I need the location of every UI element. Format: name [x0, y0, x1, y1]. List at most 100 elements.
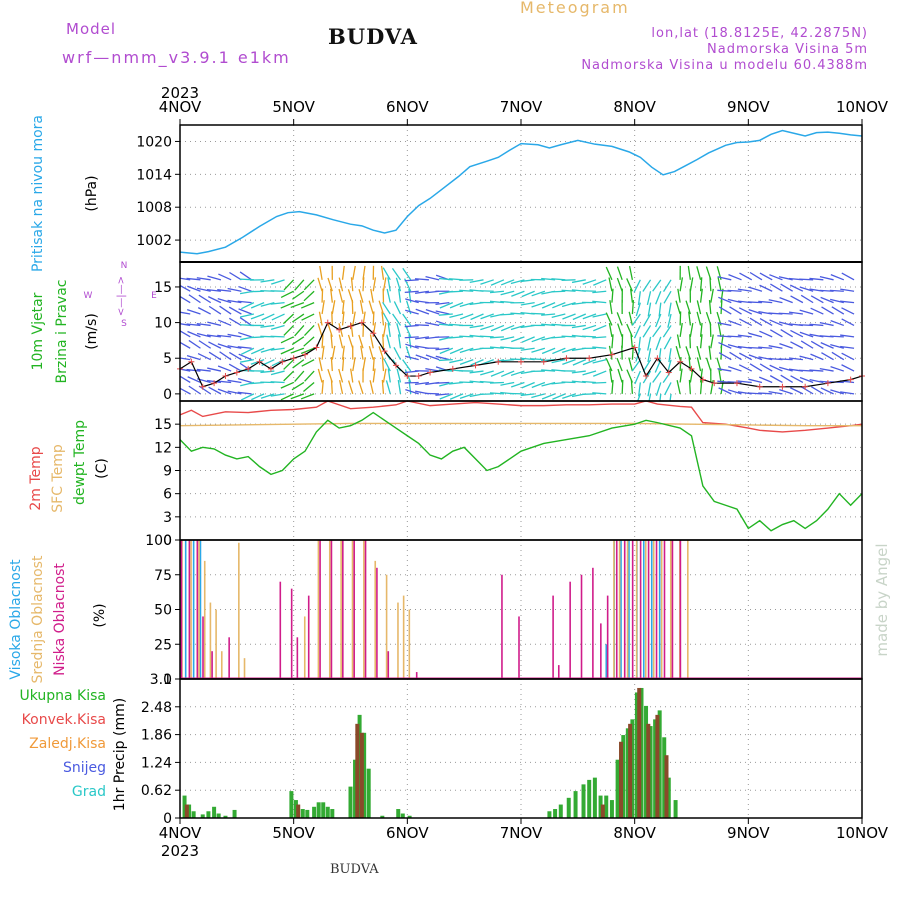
wind-gust-marker	[847, 376, 854, 383]
wind-arrow	[321, 379, 324, 394]
wind-arrow	[552, 302, 566, 309]
wind-arrow	[718, 341, 732, 349]
wind-arrow	[330, 357, 333, 372]
wind-arrow	[759, 376, 773, 384]
precip-total-bar	[666, 777, 671, 818]
wind-arrow	[647, 382, 652, 397]
wind-gust-marker	[824, 380, 831, 387]
wind-arrow	[738, 307, 753, 315]
wind-arrow	[435, 347, 450, 351]
wind-arrow	[809, 369, 824, 372]
wind-arrow	[510, 358, 525, 361]
wind-arrow	[779, 366, 793, 372]
wind-gust-marker	[688, 365, 695, 372]
precip-total-bar	[648, 726, 653, 818]
wind-arrow	[347, 289, 354, 303]
wind-arrow	[500, 279, 515, 286]
wind-gust-marker	[302, 351, 309, 358]
wind-arrow	[500, 381, 515, 386]
wind-arrow	[347, 334, 354, 349]
wind-arrow	[562, 313, 576, 320]
marks-layer	[177, 129, 865, 818]
wind-arrow	[280, 347, 294, 355]
wind-ylabel-sub: Brzina i Pravac	[54, 280, 70, 384]
wind-arrow	[227, 390, 242, 395]
wind-arrow	[593, 279, 607, 286]
wind-arrow	[217, 343, 232, 349]
wind-arrow	[425, 354, 440, 361]
wind-arrow	[667, 313, 672, 328]
wind-arrow	[439, 393, 454, 400]
precip-total-bar	[232, 809, 237, 818]
wind-arrow	[186, 277, 201, 281]
wind-arrow	[229, 351, 242, 361]
wind-arrow	[271, 313, 285, 321]
wind-gust-marker	[449, 365, 456, 372]
wind-arrow	[188, 339, 201, 349]
cloud-tick-label: 0	[163, 672, 172, 688]
wind-arrow	[510, 312, 525, 315]
wind-arrow	[637, 382, 641, 397]
wind-arrow	[352, 311, 356, 326]
wind-arrow	[459, 302, 474, 308]
wind-arrow	[652, 370, 662, 383]
wind-gust-marker	[313, 344, 320, 351]
wind-gust-marker	[756, 383, 763, 390]
wind-arrow	[609, 368, 613, 383]
wind-arrow	[280, 290, 294, 299]
wind-gust-marker	[370, 330, 377, 337]
compass-w: W	[84, 291, 93, 301]
wind-arrow	[768, 391, 783, 395]
wind-arrow	[435, 381, 450, 384]
wind-arrow	[415, 354, 430, 361]
wind-arrow	[790, 387, 804, 395]
label-layer: 1002 1008 1014 1020 0 5 10 15 0 3 6 9 12 15 0 25 50 75 100…	[8, 84, 891, 860]
wind-arrow	[186, 323, 201, 327]
wind-gust-marker	[654, 355, 661, 362]
wind-arrow	[531, 336, 546, 343]
wind-gust-marker	[472, 362, 479, 369]
wind-arrow	[562, 359, 576, 365]
legend-grad: Grad	[72, 784, 106, 800]
precip-convective-bar	[664, 755, 669, 818]
wind-arrow	[358, 334, 364, 349]
wind-arrow	[196, 287, 211, 292]
wind-arrow	[626, 369, 633, 383]
wind-arrow	[677, 288, 681, 303]
wind-arrow	[705, 311, 712, 326]
wind-arrow	[617, 323, 623, 338]
wind-gust-marker	[802, 383, 809, 390]
time-label-top: 5NOV	[272, 98, 315, 116]
wind-arrow	[405, 309, 419, 315]
wind-arrow	[668, 302, 672, 317]
precip-total-bar	[182, 795, 187, 818]
wind-arrow	[338, 334, 344, 349]
wind-arrow	[830, 389, 844, 395]
wind-arrow	[790, 284, 804, 292]
wind-arrow	[180, 311, 191, 315]
wind-arrow	[689, 277, 694, 292]
wind-arrow	[352, 265, 356, 280]
wind-arrow	[768, 345, 783, 349]
wind-arrow	[810, 386, 824, 395]
wind-arrow	[663, 279, 672, 292]
wind-arrow	[260, 370, 275, 374]
wind-arrow	[718, 387, 732, 395]
wind-arrow	[489, 300, 505, 304]
cloud-tick-label: 25	[154, 637, 172, 653]
wind-arrow	[717, 276, 732, 281]
precip-total-bar	[353, 759, 358, 818]
wind-arrow	[592, 359, 607, 364]
precip-total-bar	[581, 784, 586, 818]
wind-arrow	[240, 347, 255, 355]
wind-arrow	[759, 284, 773, 292]
wind-arrow	[830, 365, 845, 372]
wind-arrow	[689, 368, 694, 383]
wind-gust-marker	[324, 319, 331, 326]
wind-arrow	[321, 300, 325, 315]
wind-arrow	[250, 302, 265, 309]
wind-speed-line	[179, 321, 863, 388]
wind-arrow	[663, 290, 672, 304]
wind-arrow	[449, 313, 464, 318]
wind-arrow	[387, 368, 391, 383]
